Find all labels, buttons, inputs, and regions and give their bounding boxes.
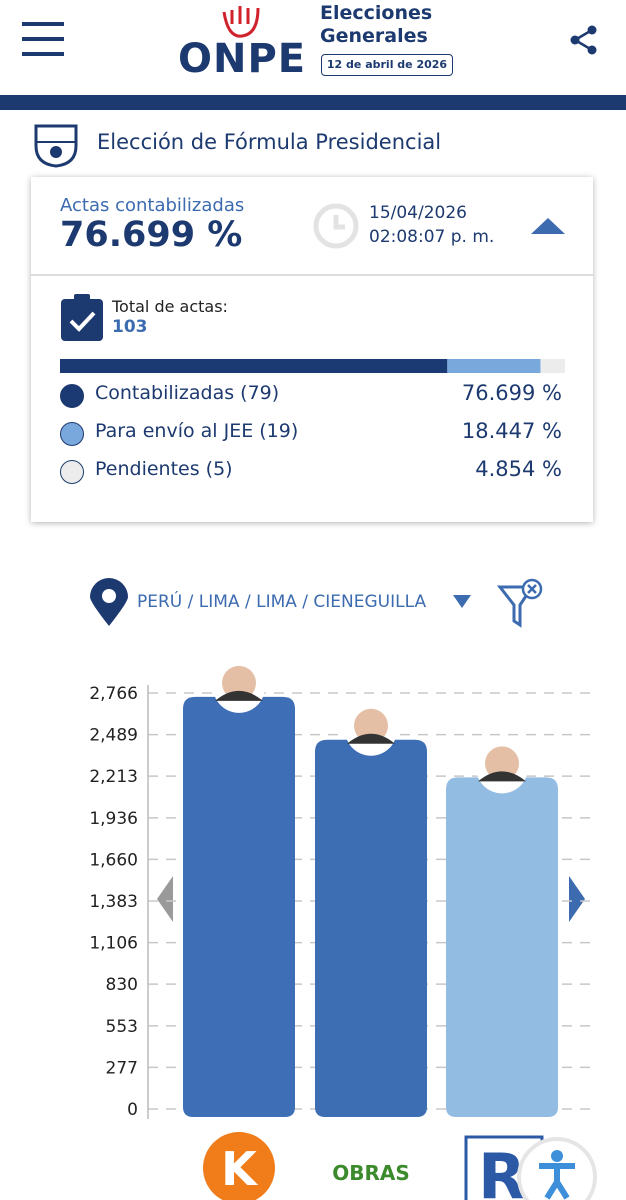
candidate-body (347, 733, 395, 744)
candidate-body (215, 690, 263, 701)
divider (31, 274, 593, 276)
legend-label: Pendientes (5) (95, 458, 233, 480)
y-tick-label: 1,936 (89, 809, 138, 829)
y-tick-label: 2,489 (89, 726, 138, 746)
menu-button[interactable] (22, 22, 64, 56)
legend: Contabilizadas (79) 76.699 % Para envío al… (31, 377, 593, 497)
accessibility-button[interactable] (517, 1137, 607, 1200)
candidate-face (485, 746, 519, 781)
candidate-face (222, 665, 256, 700)
filter-clear-button[interactable] (497, 575, 545, 629)
y-tick-label: 830 (106, 975, 138, 995)
candidate-face (354, 708, 388, 743)
location-dropdown[interactable] (453, 595, 473, 609)
bar (183, 696, 295, 1117)
y-tick-label: 2,213 (89, 767, 138, 787)
next-button[interactable] (569, 876, 585, 922)
header-date: 12 de abril de 2026 (321, 54, 453, 76)
prev-button[interactable] (157, 876, 173, 922)
legend-value: 4.854 % (475, 457, 562, 481)
legend-dot (60, 460, 84, 484)
y-tick-label: 1,660 (89, 850, 138, 870)
total-label: Total de actas: (112, 297, 228, 316)
y-tick-label: 1,106 (89, 934, 138, 954)
party-label: OBRAS (332, 1161, 410, 1185)
progress-segment (540, 359, 565, 373)
chart: 0 277 553 830 1,106 1,383 1,660 1,936 2,213 2,489… (89, 660, 595, 1200)
legend-dot (60, 422, 84, 446)
y-tick-label: 553 (106, 1017, 138, 1037)
collapse-button[interactable] (531, 217, 565, 235)
actas-icon (61, 294, 103, 341)
legend-label: Contabilizadas (79) (95, 382, 280, 404)
y-tick-label: 2,766 (89, 684, 138, 704)
legend-dot (60, 384, 84, 408)
y-tick-label: 0 (127, 1100, 138, 1120)
location-pin (90, 578, 128, 626)
header-stripe (0, 95, 626, 110)
summary-card: Actas contabilizadas 76.699 % 15/04/2026… (31, 177, 593, 522)
location-selector[interactable]: PERÚ / LIMA / LIMA / CIENEGUILLA (137, 592, 427, 612)
legend-label: Para envío al JEE (19) (95, 420, 299, 442)
summary-time: 02:08:07 p. m. (369, 227, 495, 247)
bar (446, 777, 558, 1117)
section-title: Elección de Fórmula Presidencial (97, 130, 442, 154)
legend-value: 18.447 % (461, 419, 562, 443)
coat-of-arms (34, 124, 78, 168)
progress-segment (60, 359, 448, 373)
header-title: Elecciones (320, 2, 433, 24)
y-tick-label: 1,383 (89, 892, 138, 912)
candidate-body (478, 771, 526, 782)
summary-label: Actas contabilizadas (60, 195, 245, 216)
summary-percent: 76.699 % (60, 215, 243, 255)
progress-segment (447, 359, 541, 373)
party-label: K (221, 1142, 259, 1196)
logo: ONPE (178, 36, 307, 82)
share-button[interactable] (570, 25, 598, 55)
summary-date: 15/04/2026 (369, 203, 467, 223)
bar (315, 739, 427, 1117)
logo-hand (222, 6, 260, 38)
y-tick-label: 277 (106, 1058, 138, 1078)
total-value: 103 (112, 317, 148, 337)
progress-bar (60, 359, 565, 373)
header-title: Generales (320, 25, 428, 47)
party-logo (203, 1132, 275, 1200)
legend-value: 76.699 % (461, 381, 562, 405)
clock-icon (313, 203, 359, 249)
